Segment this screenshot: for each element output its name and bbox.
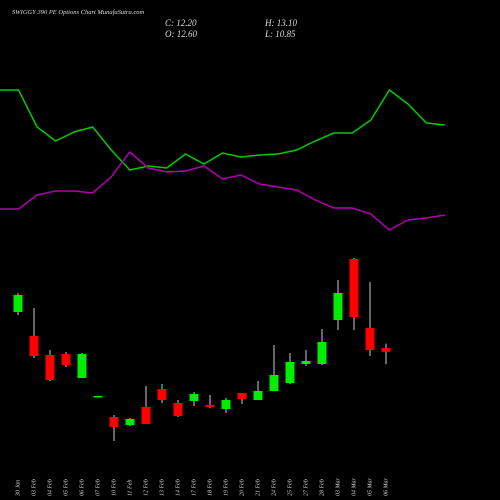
candle-body — [77, 354, 87, 378]
candle-body — [173, 403, 183, 416]
x-tick-label: 03 Feb — [31, 479, 37, 496]
candle-body — [45, 355, 55, 380]
x-tick-label: 05 Feb — [63, 479, 69, 496]
x-tick-label: 14 Feb — [174, 479, 181, 496]
candle-body — [29, 336, 39, 356]
x-tick-label: 03 Mar — [335, 478, 341, 496]
x-tick-label: 17 Feb — [191, 479, 197, 496]
candle-body — [269, 375, 279, 391]
candle-body — [13, 295, 23, 312]
candle-body — [61, 354, 71, 365]
indicator-line — [0, 88, 446, 171]
x-tick-label: 11 Feb — [127, 480, 133, 496]
candle-body — [349, 259, 359, 317]
x-tick-label: 20 Feb — [239, 479, 245, 496]
x-tick-label: 06 Feb — [79, 479, 85, 496]
x-tick-label: 28 Feb — [319, 479, 325, 496]
ohlc-low: L: 10.85 — [264, 29, 296, 39]
candle-body — [125, 419, 135, 425]
candle-body — [205, 405, 215, 407]
candle-body — [93, 396, 103, 398]
candle-body — [365, 328, 375, 350]
candle-body — [253, 391, 263, 400]
candle-body — [157, 389, 167, 400]
x-tick-label: 12 Feb — [143, 479, 149, 496]
x-tick-label: 04 Mar — [350, 478, 357, 496]
candle-body — [141, 407, 151, 424]
x-tick-label: 18 Feb — [207, 479, 213, 496]
x-tick-label: 27 Feb — [303, 479, 309, 496]
candle-body — [301, 361, 311, 364]
candle-body — [333, 293, 343, 320]
x-tick-label: 06 Mar — [383, 478, 389, 496]
ohlc-close: C: 12.20 — [165, 18, 197, 28]
candle-body — [317, 342, 327, 364]
ohlc-high: H: 13.10 — [264, 18, 297, 28]
x-tick-label: 10 Feb — [111, 479, 117, 496]
x-tick-label: 24 Feb — [270, 479, 277, 496]
candle-body — [237, 393, 247, 399]
chart-title: SWIGGY 390 PE Options Chart MunafaSutra.… — [12, 9, 144, 16]
indicator-line — [0, 150, 446, 231]
candle-body — [285, 362, 295, 383]
x-tick-label: 04 Feb — [46, 479, 53, 496]
candle-body — [381, 348, 391, 352]
x-tick-label: 25 Feb — [287, 479, 293, 496]
candle-body — [221, 400, 231, 409]
candle-body — [109, 417, 119, 427]
x-tick-label: 05 Mar — [367, 478, 373, 496]
ohlc-open: O: 12.60 — [165, 29, 197, 39]
x-tick-label: 21 Feb — [255, 479, 261, 496]
x-tick-label: 07 Feb — [95, 479, 101, 496]
x-tick-label: 30 Jan — [15, 480, 21, 497]
candle-body — [189, 394, 199, 401]
x-tick-label: 13 Feb — [159, 479, 165, 496]
x-tick-label: 19 Feb — [223, 479, 229, 496]
